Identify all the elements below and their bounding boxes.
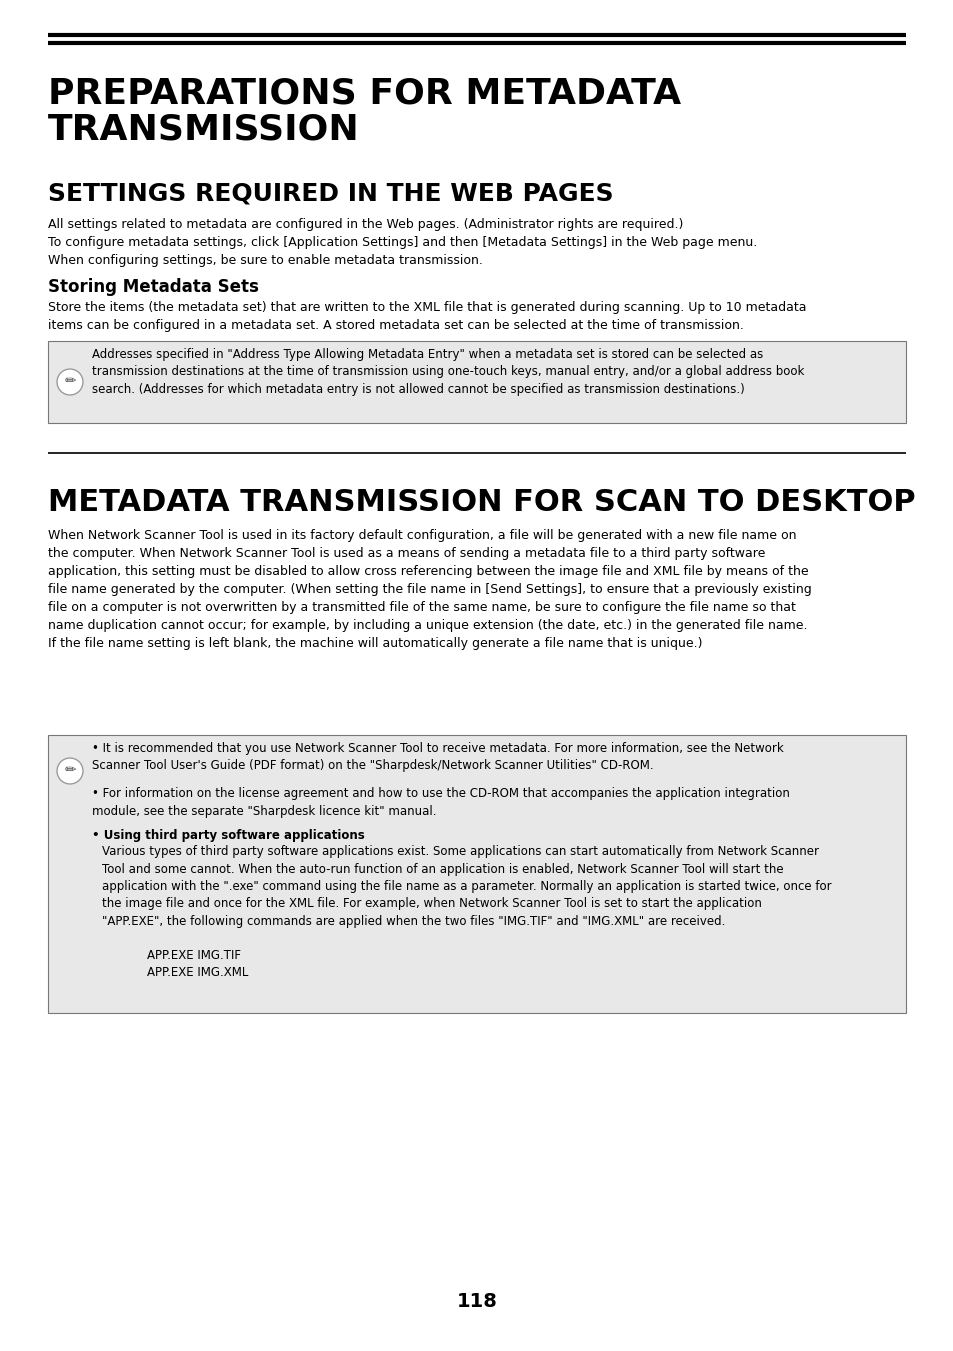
Text: 118: 118 (456, 1292, 497, 1310)
Text: ✏: ✏ (64, 763, 75, 777)
Text: Various types of third party software applications exist. Some applications can : Various types of third party software ap… (102, 844, 831, 928)
Text: • For information on the license agreement and how to use the CD-ROM that accomp: • For information on the license agreeme… (91, 788, 789, 817)
Text: SETTINGS REQUIRED IN THE WEB PAGES: SETTINGS REQUIRED IN THE WEB PAGES (48, 181, 613, 205)
Text: METADATA TRANSMISSION FOR SCAN TO DESKTOP: METADATA TRANSMISSION FOR SCAN TO DESKTO… (48, 488, 915, 517)
Text: APP.EXE IMG.TIF: APP.EXE IMG.TIF (147, 948, 241, 962)
Text: All settings related to metadata are configured in the Web pages. (Administrator: All settings related to metadata are con… (48, 218, 757, 267)
FancyBboxPatch shape (48, 340, 905, 423)
Text: • Using third party software applications: • Using third party software application… (91, 830, 364, 842)
Text: Storing Metadata Sets: Storing Metadata Sets (48, 278, 258, 296)
Text: Addresses specified in "Address Type Allowing Metadata Entry" when a metadata se: Addresses specified in "Address Type All… (91, 349, 803, 396)
Circle shape (57, 758, 83, 784)
Text: APP.EXE IMG.XML: APP.EXE IMG.XML (147, 966, 248, 979)
FancyBboxPatch shape (48, 735, 905, 1013)
Text: PREPARATIONS FOR METADATA
TRANSMISSION: PREPARATIONS FOR METADATA TRANSMISSION (48, 76, 680, 147)
Text: • It is recommended that you use Network Scanner Tool to receive metadata. For m: • It is recommended that you use Network… (91, 742, 783, 773)
Circle shape (57, 369, 83, 394)
Text: ✏: ✏ (64, 374, 75, 388)
Text: When Network Scanner Tool is used in its factory default configuration, a file w: When Network Scanner Tool is used in its… (48, 530, 811, 650)
Text: Store the items (the metadata set) that are written to the XML file that is gene: Store the items (the metadata set) that … (48, 301, 805, 332)
